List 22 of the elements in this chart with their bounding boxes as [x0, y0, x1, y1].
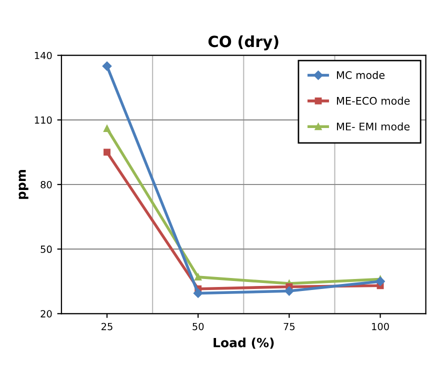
point — [104, 148, 110, 156]
point — [284, 286, 294, 296]
legend-label: ME-ECO mode — [336, 96, 410, 105]
legend-label: MC mode — [336, 70, 385, 80]
x-tick-label: 100 — [372, 322, 389, 330]
y-tick-label: 80 — [40, 180, 52, 188]
y-tick-label: 110 — [34, 116, 52, 124]
y-axis-title: ppm — [18, 170, 28, 199]
point — [376, 276, 385, 286]
y-tick-label: 140 — [34, 52, 52, 60]
legend-label: ME- EMI mode — [336, 122, 410, 130]
x-tick-label: 50 — [192, 322, 204, 330]
x-axis-title: Load (%) — [214, 338, 274, 349]
y-tick-label: 20 — [40, 310, 52, 318]
point — [104, 125, 110, 132]
point — [194, 274, 202, 281]
chart-title: CO (dry) — [208, 35, 278, 50]
point — [102, 61, 112, 71]
point — [193, 288, 203, 298]
x-tick-label: 25 — [102, 322, 112, 330]
y-tick-label: 50 — [40, 246, 52, 253]
x-tick-label: 75 — [284, 322, 295, 330]
